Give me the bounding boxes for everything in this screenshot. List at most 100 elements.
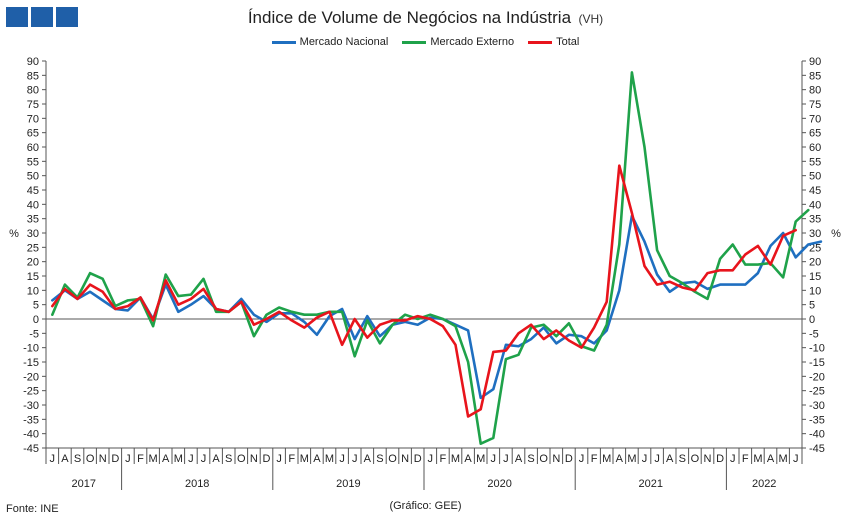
x-month-label: S [225, 453, 232, 465]
x-month-label: J [793, 453, 799, 465]
x-month-label: A [212, 453, 220, 465]
x-month-label: J [491, 453, 497, 465]
y-tick-label-right: -25 [809, 386, 825, 398]
x-month-label: J [352, 453, 358, 465]
y-tick-label-left: 60 [27, 142, 39, 154]
y-tick-label-right: -40 [809, 429, 825, 441]
y-axis-label-right: % [831, 228, 841, 240]
y-tick-label-right: 50 [809, 171, 821, 183]
x-month-label: J [188, 453, 194, 465]
x-month-label: J [654, 453, 660, 465]
y-tick-label-right: 70 [809, 113, 821, 125]
source-note: Fonte: INE [6, 503, 59, 515]
y-tick-label-left: 65 [27, 128, 39, 140]
x-month-label: D [111, 453, 119, 465]
y-tick-label-left: 0 [33, 314, 39, 326]
x-month-label: A [364, 453, 372, 465]
x-month-label: J [579, 453, 585, 465]
y-tick-label-right: 15 [809, 271, 821, 283]
x-month-label: A [666, 453, 674, 465]
y-tick-label-left: 45 [27, 185, 39, 197]
y-tick-label-left: 90 [27, 56, 39, 68]
legend-swatch-mercado-externo [402, 40, 427, 44]
y-tick-label-left: -40 [23, 429, 39, 441]
x-month-label: M [753, 453, 762, 465]
x-month-label: N [99, 453, 107, 465]
x-month-label: M [602, 453, 611, 465]
x-month-label: N [401, 453, 409, 465]
y-tick-label-left: -15 [23, 357, 39, 369]
y-tick-label-right: -35 [809, 414, 825, 426]
y-tick-label-left: 5 [33, 300, 39, 312]
x-month-label: J [642, 453, 648, 465]
y-tick-label-right: -30 [809, 400, 825, 412]
x-month-label: A [162, 453, 170, 465]
x-month-label: J [339, 453, 345, 465]
x-month-label: J [730, 453, 736, 465]
y-tick-label-left: 20 [27, 257, 39, 269]
logo [6, 7, 80, 27]
x-month-label: J [125, 453, 131, 465]
y-tick-label-left: 75 [27, 99, 39, 111]
y-tick-label-left: 70 [27, 113, 39, 125]
legend-item-mercado-nacional: Mercado Nacional [271, 36, 389, 48]
y-tick-label-right: 30 [809, 228, 821, 240]
y-tick-label-left: -20 [23, 371, 39, 383]
x-month-label: A [313, 453, 321, 465]
x-month-label: J [503, 453, 509, 465]
y-tick-label-right: 90 [809, 56, 821, 68]
x-month-label: F [591, 453, 598, 465]
x-month-label: M [779, 453, 788, 465]
x-month-label: S [679, 453, 686, 465]
y-tick-label-left: 55 [27, 156, 39, 168]
y-tick-label-right: 20 [809, 257, 821, 269]
x-year-label: 2017 [72, 478, 96, 490]
y-tick-label-right: 25 [809, 242, 821, 254]
y-tick-label-right: -45 [809, 443, 825, 455]
x-month-label: A [61, 453, 69, 465]
legend-swatch-mercado-nacional [271, 40, 296, 44]
x-month-label: S [376, 453, 383, 465]
x-month-label: S [74, 453, 81, 465]
x-month-label: M [149, 453, 158, 465]
y-tick-label-left: 10 [27, 285, 39, 297]
y-tick-label-right: 60 [809, 142, 821, 154]
y-tick-label-left: -45 [23, 443, 39, 455]
x-month-label: M [174, 453, 183, 465]
legend-swatch-total [528, 40, 553, 44]
x-month-label: S [527, 453, 534, 465]
x-month-label: M [300, 453, 309, 465]
x-month-label: O [86, 453, 95, 465]
legend-label-mercado-nacional: Mercado Nacional [299, 36, 389, 48]
chart-title-suffix: (VH) [578, 12, 604, 26]
logo-block [31, 7, 53, 27]
x-year-label: 2018 [185, 478, 209, 490]
y-tick-label-right: 45 [809, 185, 821, 197]
y-tick-label-right: 75 [809, 99, 821, 111]
x-month-label: F [440, 453, 447, 465]
x-month-label: D [565, 453, 573, 465]
x-month-label: M [476, 453, 485, 465]
x-month-label: J [276, 453, 282, 465]
legend-label-mercado-externo: Mercado Externo [430, 36, 515, 48]
y-tick-label-right: 5 [809, 300, 815, 312]
y-tick-label-right: 85 [809, 70, 821, 82]
y-tick-label-left: 40 [27, 199, 39, 211]
x-year-label: 2022 [752, 478, 776, 490]
y-tick-label-right: 80 [809, 85, 821, 97]
x-year-label: 2019 [336, 478, 360, 490]
graph-credit: (Gráfico: GEE) [389, 500, 462, 512]
x-month-label: F [288, 453, 295, 465]
y-tick-label-right: -15 [809, 357, 825, 369]
y-tick-label-left: 80 [27, 85, 39, 97]
x-month-label: A [464, 453, 472, 465]
y-tick-label-left: 15 [27, 271, 39, 283]
x-month-label: D [263, 453, 271, 465]
y-tick-label-left: 30 [27, 228, 39, 240]
y-tick-label-left: -35 [23, 414, 39, 426]
y-tick-label-right: 0 [809, 314, 815, 326]
y-tick-label-left: -10 [23, 343, 39, 355]
x-month-label: A [767, 453, 775, 465]
x-month-label: O [388, 453, 397, 465]
